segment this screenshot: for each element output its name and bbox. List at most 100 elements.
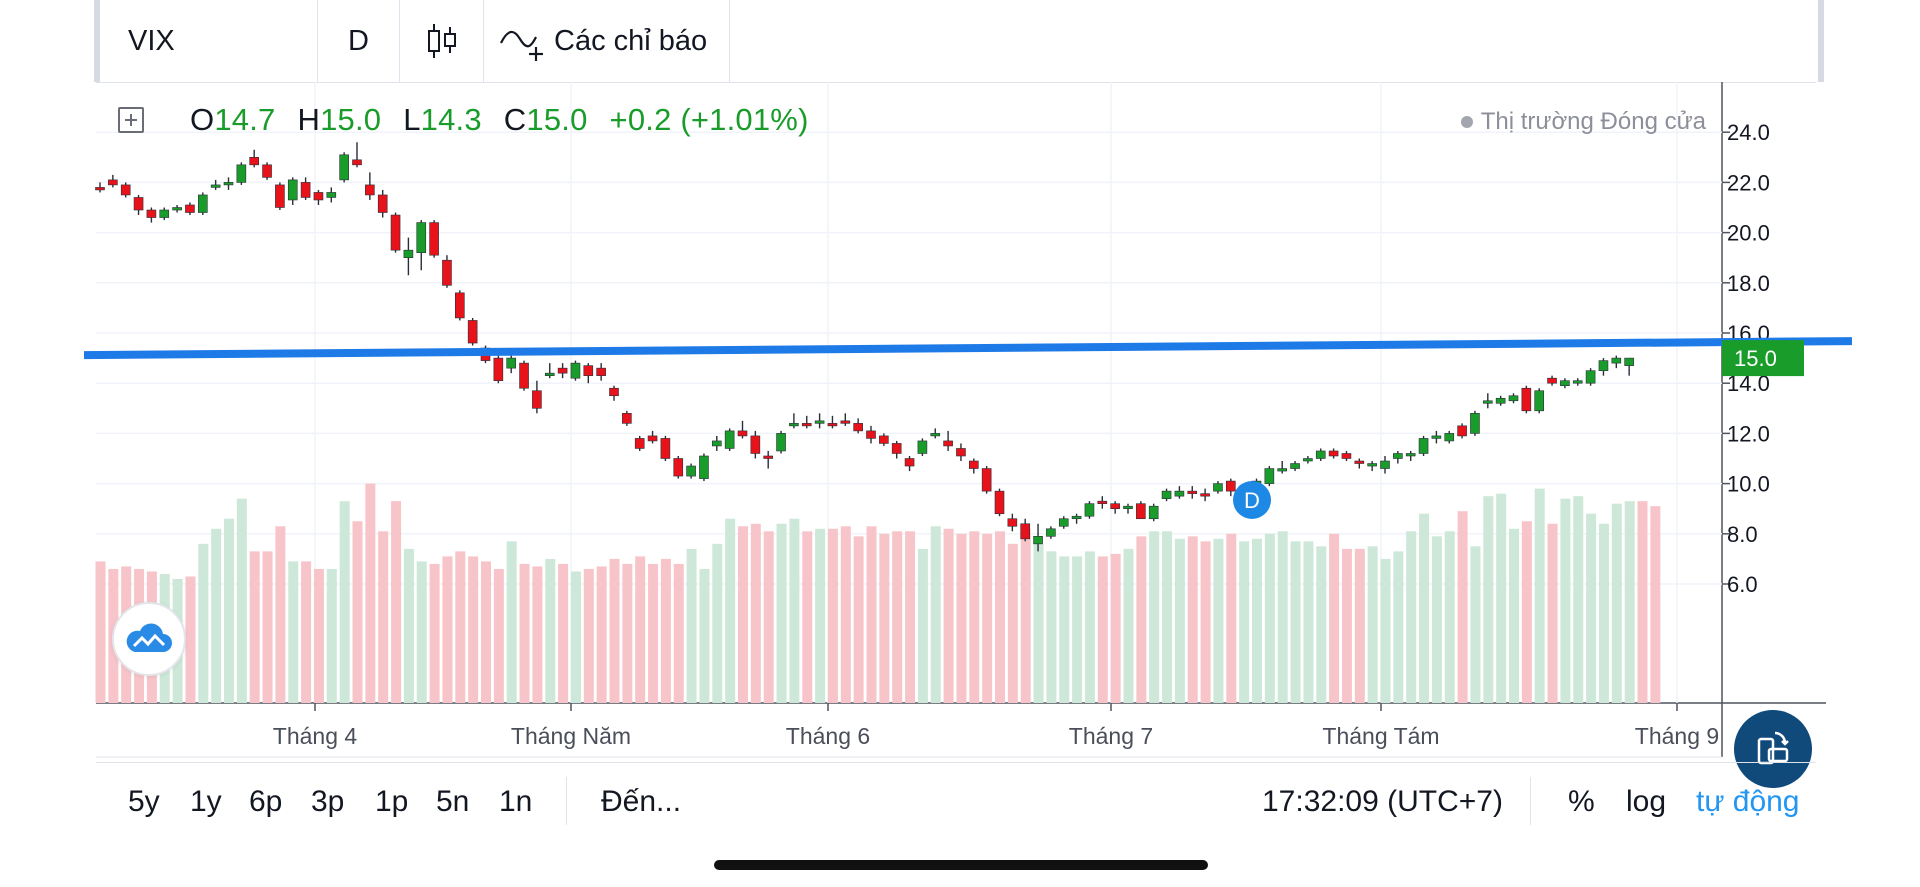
- candle-body: [1084, 503, 1095, 517]
- volume-bar: [1329, 533, 1340, 703]
- candle-body: [1328, 450, 1339, 457]
- range-5y-button[interactable]: 5y: [128, 785, 160, 818]
- volume-bar: [609, 558, 620, 703]
- x-tick-label: Tháng Tám: [1322, 723, 1439, 749]
- volume-bar: [1444, 531, 1455, 703]
- close-label: C: [503, 102, 527, 137]
- candle-body: [287, 179, 298, 201]
- x-tick-label: Tháng 4: [273, 723, 358, 749]
- indicators-button[interactable]: Các chỉ báo: [484, 0, 731, 82]
- volume-bar: [1020, 528, 1031, 703]
- volume-bar: [236, 498, 247, 703]
- volume-bar: [1264, 533, 1275, 703]
- change-value: +0.2 (+1.01%): [609, 102, 809, 137]
- volume-bar: [1341, 548, 1352, 703]
- y-tick-label: 20.0: [1727, 221, 1770, 246]
- auto-scale-toggle[interactable]: tự động: [1696, 785, 1800, 818]
- collapse-legend-icon[interactable]: [118, 107, 144, 133]
- volume-bar: [481, 561, 491, 703]
- goto-date-button[interactable]: Đến...: [601, 785, 682, 818]
- high-label: H: [297, 102, 321, 137]
- cloud-button[interactable]: [112, 602, 186, 676]
- candle-body: [789, 423, 799, 427]
- volume-bar: [789, 518, 800, 703]
- candle-body: [930, 433, 941, 437]
- candle-body: [609, 387, 619, 397]
- range-1y-button[interactable]: 1y: [190, 785, 222, 818]
- candle-body: [1572, 380, 1583, 384]
- time-display[interactable]: 17:32:09 (UTC+7): [1262, 785, 1503, 818]
- volume-bar: [262, 551, 273, 703]
- candle-body: [801, 423, 812, 427]
- candle-body: [1611, 357, 1622, 364]
- bottom-divider: [566, 777, 567, 825]
- volume-bar: [198, 543, 209, 703]
- volume-bar: [1239, 541, 1250, 703]
- volume-bar: [1367, 546, 1378, 703]
- volume-bar: [1033, 543, 1044, 703]
- volume-bar: [583, 568, 594, 703]
- candle-body: [557, 367, 568, 374]
- candle-body: [1290, 463, 1300, 469]
- volume-bar: [391, 501, 402, 703]
- candle-body: [956, 448, 966, 457]
- candle-body: [981, 468, 992, 492]
- candle-body: [275, 184, 285, 208]
- volume-bar: [1560, 498, 1571, 703]
- bottom-divider: [1530, 777, 1531, 825]
- volume-bar: [1573, 496, 1584, 703]
- range-6p-button[interactable]: 6p: [249, 785, 283, 818]
- candle-body: [146, 209, 157, 218]
- volume-bar: [185, 576, 196, 703]
- candle-body: [1264, 468, 1275, 484]
- volume-bar: [313, 568, 324, 703]
- chart-type-button[interactable]: [400, 0, 484, 82]
- candle-body: [866, 430, 876, 439]
- candle-body: [210, 184, 221, 188]
- y-tick-label: 22.0: [1727, 170, 1770, 195]
- volume-bar: [1046, 551, 1057, 703]
- low-value: 14.3: [420, 102, 482, 137]
- candle-body: [1393, 453, 1403, 459]
- candles-icon: [427, 24, 456, 58]
- log-toggle[interactable]: log: [1626, 785, 1667, 818]
- candle-body: [570, 362, 581, 379]
- market-status-label: Thị trường Đóng cửa: [1480, 108, 1706, 135]
- candle-body: [1521, 387, 1532, 412]
- volume-bar: [840, 526, 851, 703]
- low-label: L: [403, 102, 421, 137]
- open-value: 14.7: [214, 102, 276, 137]
- home-indicator: [714, 860, 1208, 870]
- volume-bar: [224, 518, 234, 703]
- rotate-screen-button[interactable]: [1734, 710, 1812, 788]
- interval-button[interactable]: D: [318, 0, 400, 82]
- candle-body: [1315, 450, 1326, 459]
- candle-body: [776, 433, 786, 452]
- candle-body: [904, 458, 915, 467]
- candle-body: [429, 222, 439, 256]
- symbol-search-button[interactable]: VIX: [96, 0, 318, 82]
- range-1p-button[interactable]: 1p: [375, 785, 409, 818]
- candle-body: [1148, 505, 1159, 520]
- volume-bar: [802, 531, 813, 703]
- range-5n-button[interactable]: 5n: [436, 785, 470, 818]
- event-marker-label: D: [1244, 488, 1260, 513]
- volume-bar: [455, 551, 466, 703]
- volume-bar: [532, 566, 543, 703]
- volume-bar: [982, 533, 993, 703]
- percent-toggle[interactable]: %: [1568, 785, 1595, 818]
- range-3p-button[interactable]: 3p: [311, 785, 345, 818]
- x-tick-label: Tháng 6: [786, 723, 870, 749]
- candle-body: [1174, 490, 1185, 497]
- rotate-device-icon: [1757, 731, 1789, 765]
- volume-bar: [1187, 536, 1198, 703]
- interval-label: D: [348, 24, 369, 57]
- volume-bar: [905, 531, 916, 703]
- volume-bar: [750, 523, 761, 703]
- candle-body: [686, 465, 696, 477]
- range-1n-button[interactable]: 1n: [499, 785, 533, 818]
- top-toolbar: VIX D Các chỉ báo: [96, 0, 1816, 83]
- volume-bar: [1200, 541, 1211, 703]
- candle-body: [711, 440, 722, 447]
- volume-bar: [1136, 536, 1147, 703]
